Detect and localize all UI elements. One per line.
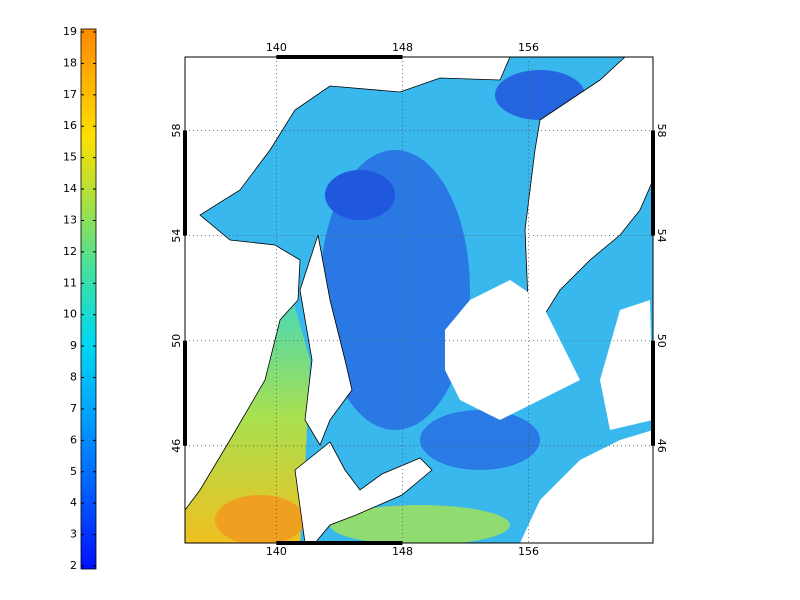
lat-label: 46 (655, 439, 668, 453)
no-data (445, 280, 580, 420)
colorbar (80, 28, 97, 570)
lat-label: 50 (655, 334, 668, 348)
land (524, 57, 653, 323)
ocean-low (420, 410, 540, 470)
lat-label: 58 (655, 124, 668, 138)
lon-label: 140 (266, 41, 287, 54)
colorbar-label: 19 (63, 25, 77, 38)
lon-label: 148 (392, 41, 413, 54)
land (294, 441, 433, 543)
land (299, 234, 353, 446)
lat-label: 54 (655, 229, 668, 243)
no-data (520, 430, 653, 543)
lat-label: 50 (170, 334, 183, 348)
colorbar-label: 14 (63, 182, 77, 195)
ocean-warm (215, 495, 305, 543)
colorbar-label: 10 (63, 308, 77, 321)
lon-label: 156 (518, 41, 539, 54)
colorbar-label: 9 (70, 339, 77, 352)
colorbar-label: 18 (63, 56, 77, 69)
colorbar-label: 11 (63, 276, 77, 289)
colorbar-label: 5 (70, 465, 77, 478)
colorbar-label: 12 (63, 245, 77, 258)
lon-label: 140 (266, 545, 287, 558)
lat-label: 54 (170, 229, 183, 243)
colorbar-label: 17 (63, 88, 77, 101)
colorbar-label: 3 (70, 528, 77, 541)
lon-label: 156 (518, 545, 539, 558)
ocean-low (325, 170, 395, 220)
colorbar-label: 4 (70, 496, 77, 509)
lat-label: 46 (170, 439, 183, 453)
map-field (185, 57, 653, 543)
colorbar-label: 6 (70, 433, 77, 446)
lon-label: 148 (392, 545, 413, 558)
colorbar-label: 8 (70, 371, 77, 384)
colorbar-label: 2 (70, 559, 77, 572)
ocean-low (320, 150, 470, 430)
no-data (600, 300, 653, 430)
ocean-warm (330, 505, 510, 543)
colorbar-label: 13 (63, 213, 77, 226)
land (185, 57, 511, 511)
lat-label: 58 (170, 124, 183, 138)
colorbar-label: 16 (63, 119, 77, 132)
colorbar-label: 15 (63, 151, 77, 164)
map-frame (184, 56, 654, 544)
colorbar-label: 7 (70, 402, 77, 415)
